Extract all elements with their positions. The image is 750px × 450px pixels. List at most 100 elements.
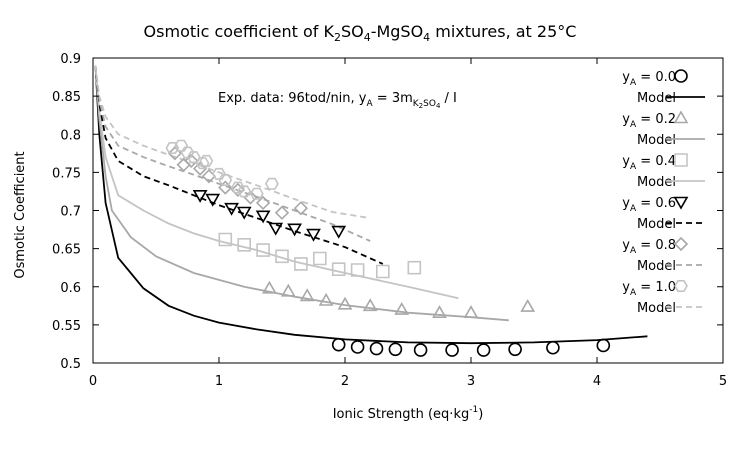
data-point-series-0 — [508, 342, 522, 357]
y-tick-label: 0.8 — [60, 128, 81, 143]
model-lines — [94, 65, 648, 345]
data-point-series-0 — [476, 343, 491, 357]
data-point-series-4 — [243, 190, 258, 205]
data-point-series-1 — [394, 301, 410, 315]
data-point-series-4 — [184, 153, 199, 169]
legend-series-label: yA = 1.0 — [622, 280, 676, 298]
legend-model-label: Model — [637, 133, 676, 148]
data-point-series-4 — [218, 180, 233, 195]
data-point-series-5 — [264, 177, 279, 190]
chart-title: Osmotic coefficient of K2SO4-MgSO4 mixtu… — [144, 22, 577, 44]
data-point-series-3 — [205, 193, 221, 207]
data-point-series-1 — [463, 305, 479, 319]
data-point-series-0 — [413, 343, 428, 357]
data-point-series-3 — [331, 225, 347, 239]
data-point-series-5 — [199, 154, 214, 167]
legend-series-label: yA = 0.8 — [622, 238, 676, 256]
data-point-series-5 — [212, 167, 226, 180]
data-point-series-3 — [236, 206, 252, 220]
y-tick-label: 0.7 — [60, 205, 81, 220]
data-point-series-2 — [237, 238, 251, 252]
data-point-series-5 — [237, 185, 252, 198]
data-point-series-4 — [274, 205, 290, 220]
x-tick-label: 4 — [593, 374, 601, 389]
legend-series-label: yA = 0.2 — [622, 112, 676, 130]
data-point-series-5 — [180, 146, 195, 159]
data-point-series-4 — [230, 182, 246, 198]
data-point-series-0 — [546, 340, 560, 355]
data-point-series-1 — [337, 296, 353, 310]
data-point-series-3 — [192, 190, 208, 203]
legend-series-label: yA = 0.0 — [622, 70, 676, 88]
x-tick-label: 1 — [215, 374, 223, 389]
legend: yA = 0.0 Model yA = 0.2 Model yA = 0.4 Model y… — [622, 69, 705, 316]
legend-model-label: Model — [637, 301, 676, 316]
x-tick-label: 5 — [719, 374, 727, 389]
y-tick-label: 0.75 — [52, 166, 81, 181]
data-point-series-3 — [268, 222, 284, 236]
x-tick-label: 3 — [467, 374, 475, 389]
y-tick-label: 0.9 — [60, 52, 81, 67]
legend-marker — [673, 196, 689, 210]
data-point-series-2 — [375, 264, 390, 279]
data-point-series-0 — [596, 338, 611, 353]
data-point-series-2 — [256, 243, 270, 257]
data-point-series-3 — [306, 228, 321, 242]
model-line-4 — [94, 65, 371, 242]
annotation-text: Exp. data: 96tod/nin, yA = 3mK2SO4 / I — [218, 91, 457, 110]
data-point-series-1 — [318, 292, 334, 306]
data-point-series-0 — [331, 337, 346, 352]
experimental-points — [165, 139, 611, 357]
legend-model-label: Model — [637, 91, 676, 106]
data-point-series-4 — [293, 201, 309, 216]
data-point-series-1 — [299, 288, 315, 302]
data-point-series-5 — [165, 142, 180, 154]
data-point-series-1 — [262, 280, 277, 294]
legend-series-label: yA = 0.6 — [622, 196, 676, 214]
y-tick-label: 0.55 — [52, 319, 81, 334]
legend-model-label: Model — [637, 175, 676, 190]
data-point-series-5 — [174, 139, 189, 152]
model-line-0 — [94, 65, 648, 345]
data-point-series-2 — [312, 251, 327, 266]
axis-ticks: 0 1 2 3 4 5 0.5 0.55 0.6 0.65 0.7 0.75 0.8 0.85 0.9 — [52, 52, 727, 389]
data-point-series-2 — [275, 249, 289, 264]
y-axis-label: Osmotic Coefficient — [13, 151, 28, 278]
data-point-series-2 — [350, 263, 365, 277]
y-tick-label: 0.6 — [60, 281, 81, 296]
legend-model-label: Model — [637, 259, 676, 274]
data-point-series-0 — [369, 341, 384, 356]
data-point-series-3 — [224, 202, 239, 216]
data-point-series-2 — [407, 260, 422, 275]
legend-series-label: yA = 0.4 — [622, 154, 676, 172]
data-point-series-3 — [255, 210, 271, 224]
data-point-series-2 — [218, 232, 233, 247]
x-axis-label: Ionic Strength (eq·kg-1) — [333, 405, 484, 422]
y-tick-label: 0.5 — [60, 357, 81, 372]
data-point-series-5 — [249, 187, 264, 200]
data-point-series-0 — [445, 343, 459, 357]
data-point-series-3 — [287, 223, 302, 237]
data-point-series-1 — [362, 298, 378, 312]
y-tick-label: 0.65 — [52, 243, 81, 258]
legend-marker — [673, 236, 689, 252]
data-point-series-1 — [520, 298, 536, 312]
y-tick-label: 0.85 — [52, 90, 81, 105]
data-point-series-0 — [388, 342, 403, 357]
model-line-5 — [94, 65, 371, 219]
model-line-1 — [94, 65, 509, 322]
legend-marker — [674, 153, 688, 167]
data-point-series-5 — [218, 174, 233, 186]
x-tick-label: 0 — [89, 374, 97, 389]
data-point-series-1 — [280, 283, 296, 297]
legend-model-label: Model — [637, 217, 676, 232]
x-tick-label: 2 — [341, 374, 349, 389]
data-point-series-0 — [350, 340, 365, 354]
data-point-series-5 — [230, 181, 245, 194]
data-point-series-2 — [331, 262, 346, 277]
legend-marker — [674, 279, 688, 293]
data-point-series-1 — [432, 305, 447, 319]
data-point-series-2 — [294, 257, 308, 271]
data-point-series-4 — [255, 195, 271, 211]
